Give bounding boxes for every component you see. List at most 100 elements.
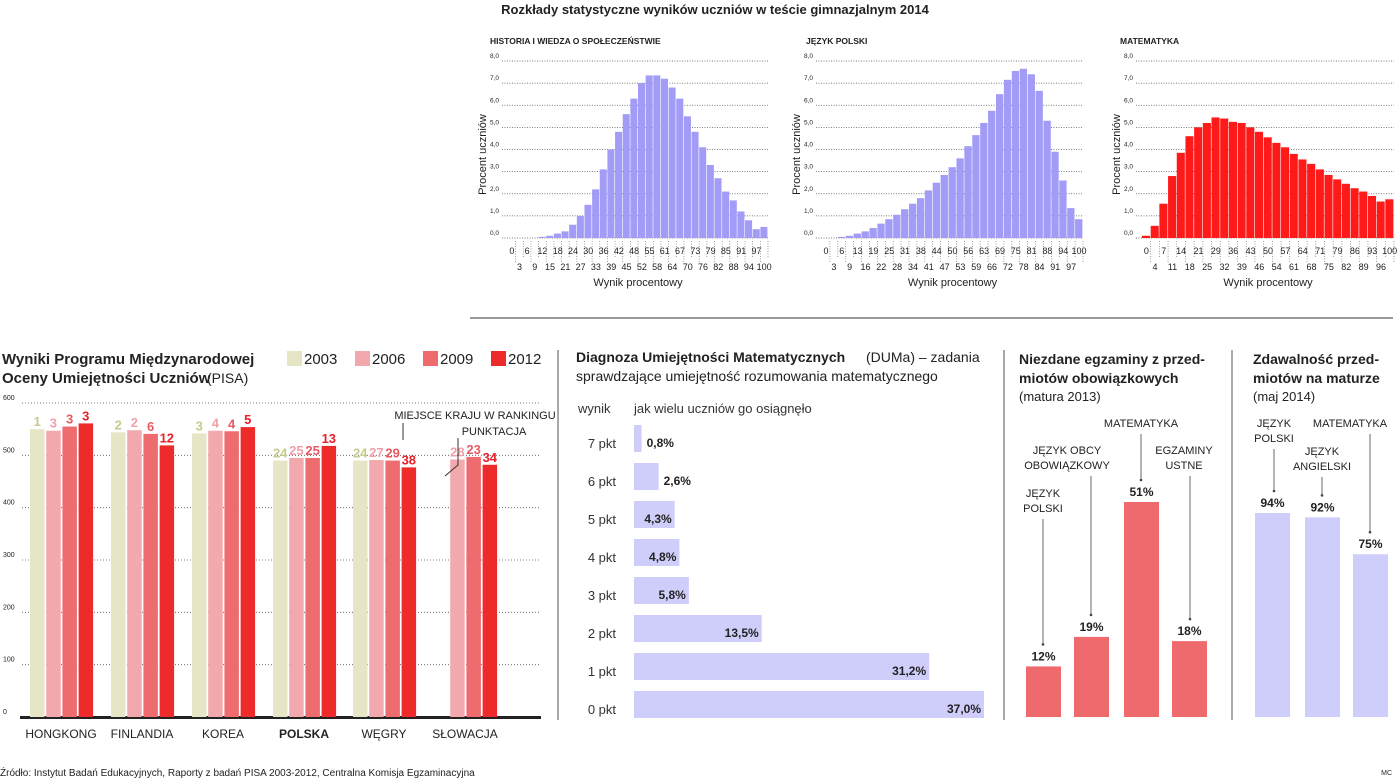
x-tick-label: 6 [525, 246, 530, 256]
histogram-bar [916, 198, 925, 238]
histogram-bar [561, 231, 569, 238]
x-tick-label: 48 [629, 246, 639, 256]
y-tick-label: 100 [3, 657, 15, 664]
x-tick-label: 14 [1176, 246, 1186, 256]
x-tick-label: 89 [1359, 262, 1369, 272]
subject-label: MATEMATYKA [1313, 418, 1388, 430]
histogram-bar [699, 147, 707, 238]
histogram-bar [729, 200, 737, 238]
y-tick-label: 8,0 [804, 53, 813, 60]
histogram-bar [901, 209, 909, 238]
rank-label: 38 [402, 452, 416, 467]
score-label: 0 pkt [588, 702, 617, 717]
rank-label: 3 [196, 418, 203, 433]
histogram-bar [972, 135, 980, 238]
x-tick-label: 81 [1027, 246, 1037, 256]
rank-label: 25 [305, 443, 319, 458]
y-tick-label: 500 [3, 447, 15, 454]
histogram-bar [1142, 235, 1151, 238]
x-tick-label: 91 [1050, 262, 1060, 272]
x-tick-label: 73 [690, 246, 700, 256]
score-label: 3 pkt [588, 588, 617, 603]
y-tick-label: 0,0 [1124, 230, 1133, 237]
histogram-bar [683, 116, 691, 238]
subject-bar [1255, 513, 1290, 717]
pisa-bar [127, 430, 142, 717]
histogram-title: JĘZYK POLSKI [806, 36, 867, 46]
histogram-bar [615, 131, 623, 238]
x-tick-label: 22 [876, 262, 886, 272]
legend-label: 2009 [440, 351, 473, 368]
x-tick-label: 32 [1220, 262, 1230, 272]
duma-bar [634, 463, 659, 490]
rank-label: 23 [466, 442, 480, 457]
y-tick-label: 6,0 [804, 97, 813, 104]
country-label: SŁOWACJA [432, 727, 498, 741]
value-label: 12% [1031, 649, 1055, 663]
x-axis-label: Wynik procentowy [908, 277, 998, 289]
legend-swatch [423, 351, 438, 366]
x-tick-label: 24 [568, 246, 578, 256]
x-tick-label: 61 [1289, 262, 1299, 272]
histogram-bar [668, 87, 676, 238]
y-tick-label: 2,0 [1124, 186, 1133, 193]
x-tick-label: 69 [995, 246, 1005, 256]
y-tick-label: 8,0 [490, 53, 499, 60]
y-tick-label: 4,0 [804, 142, 813, 149]
histogram-bar [706, 164, 714, 238]
x-tick-label: 54 [1272, 262, 1282, 272]
subject-bar [1124, 502, 1159, 717]
x-tick-label: 3 [831, 262, 836, 272]
value-label: 2,6% [664, 474, 692, 488]
x-tick-label: 82 [1341, 262, 1351, 272]
x-tick-label: 58 [652, 262, 662, 272]
value-label: 0,8% [647, 436, 675, 450]
histogram-bar [1367, 195, 1377, 238]
x-tick-label: 64 [667, 262, 677, 272]
rank-label: 2 [131, 415, 138, 430]
histogram-bar [653, 75, 661, 238]
pisa-bar [353, 460, 368, 717]
y-axis-label: Procent uczniów [1111, 114, 1123, 195]
histogram-bar [1281, 147, 1290, 238]
histogram-bar [1350, 188, 1359, 238]
x-tick-label: 31 [900, 246, 910, 256]
histogram-bar [1376, 201, 1385, 238]
leader-dot [1041, 643, 1045, 646]
duma-title-line2: sprawdzające umiejętność rozumowania mat… [576, 368, 938, 384]
pisa-bar [46, 430, 61, 717]
histogram-bar [553, 233, 561, 238]
pisa-bar [111, 432, 126, 717]
histogram-bar [988, 110, 996, 238]
subject-label: JĘZYK [1305, 446, 1340, 458]
x-tick-label: 44 [932, 246, 942, 256]
histogram-bar [837, 236, 846, 238]
leader-dot [1368, 530, 1372, 534]
x-tick-label: 34 [908, 262, 918, 272]
x-tick-label: 11 [1168, 262, 1177, 272]
leader-dot [1320, 494, 1324, 497]
y-tick-label: 6,0 [1124, 97, 1133, 104]
x-tick-label: 88 [1042, 246, 1052, 256]
duma-bar [634, 615, 762, 642]
histogram-bar [1150, 225, 1159, 238]
x-tick-label: 21 [1193, 246, 1203, 256]
score-label: 4 pkt [588, 550, 617, 565]
y-tick-label: 300 [3, 552, 15, 559]
y-tick-label: 3,0 [490, 164, 499, 171]
y-tick-label: 6,0 [490, 97, 499, 104]
pisa-bar [369, 460, 384, 717]
x-tick-label: 6 [839, 246, 844, 256]
x-tick-label: 0 [823, 246, 828, 256]
histogram-bar [877, 223, 885, 238]
x-tick-label: 45 [622, 262, 632, 272]
value-label: 18% [1177, 624, 1201, 638]
panel-title-line2: miotów na maturze [1253, 370, 1380, 386]
pisa-title-line2: Oceny Umiejętności Uczniów [2, 370, 211, 387]
y-tick-label: 3,0 [1124, 164, 1133, 171]
histogram-title: MATEMATYKA [1120, 36, 1179, 46]
main-title: Rozkłady statystyczne wyników uczniów w … [501, 2, 929, 17]
x-tick-label: 100 [1382, 246, 1397, 256]
rank-label: 3 [50, 416, 57, 431]
pisa-bar [482, 464, 498, 717]
